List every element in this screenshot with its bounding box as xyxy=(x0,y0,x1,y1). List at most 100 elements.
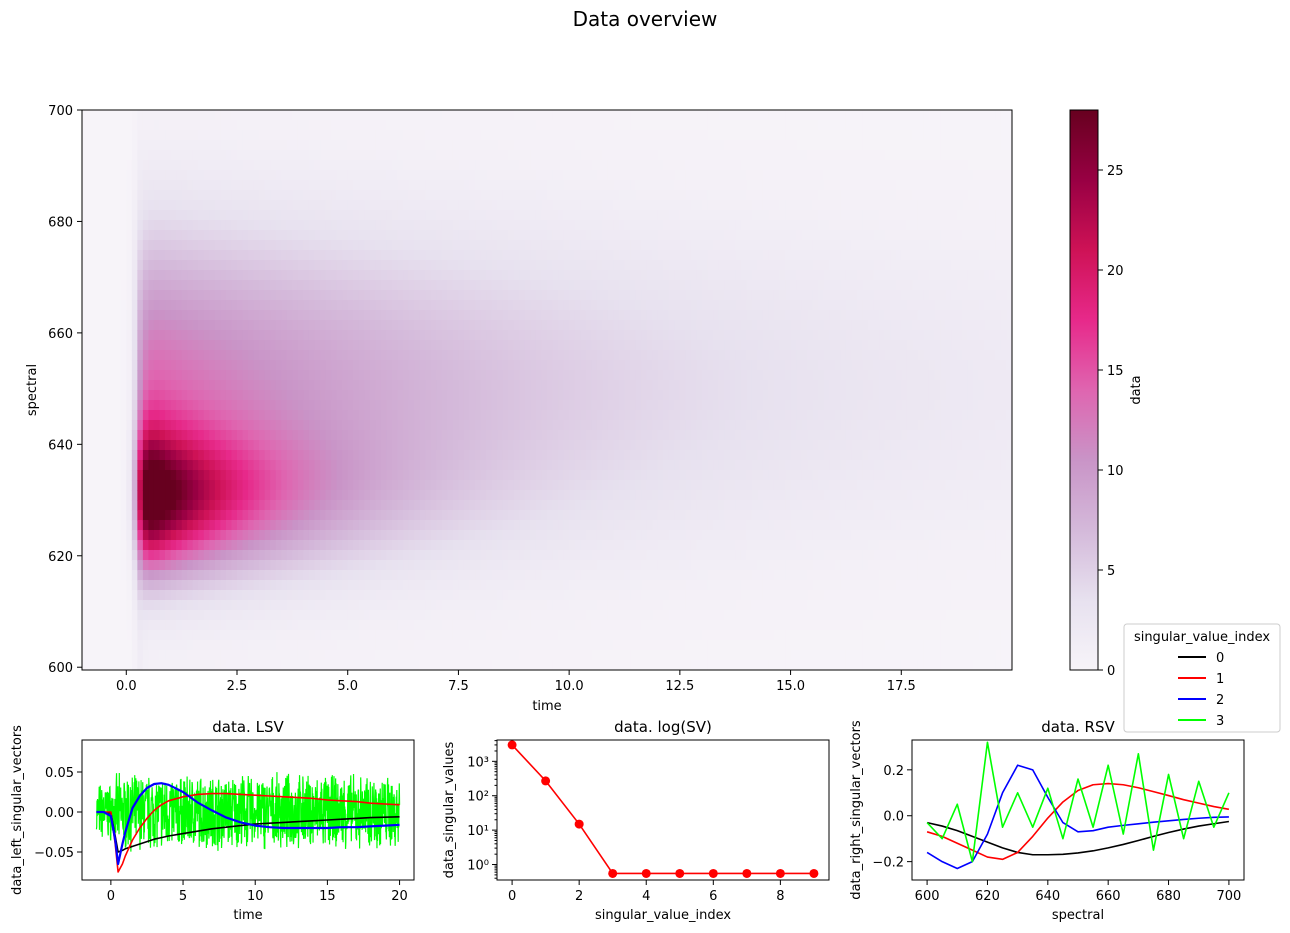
heatmap-cell xyxy=(148,320,155,331)
heatmap-cell xyxy=(530,250,537,261)
heatmap-cell xyxy=(475,120,482,131)
heatmap-cell xyxy=(358,230,365,241)
heatmap-cell xyxy=(170,220,177,231)
heatmap-cell xyxy=(436,130,443,141)
heatmap-cell xyxy=(198,140,205,151)
heatmap-cell xyxy=(176,530,183,541)
heatmap-cell xyxy=(181,210,188,221)
heatmap-cell xyxy=(153,570,161,581)
heatmap-cell xyxy=(259,390,266,401)
heatmap-cell xyxy=(480,280,487,291)
heatmap-cell xyxy=(93,440,100,451)
heatmap-cell xyxy=(159,200,166,211)
heatmap-cell xyxy=(314,110,321,121)
heatmap-cell xyxy=(231,400,238,411)
heatmap-cell xyxy=(142,120,150,131)
heatmap-cell xyxy=(281,160,288,171)
heatmap-cell xyxy=(563,390,570,401)
heatmap-cell xyxy=(237,660,244,670)
heatmap-cell xyxy=(486,130,493,141)
heatmap-cell xyxy=(225,620,233,631)
heatmap-cell xyxy=(331,190,338,201)
heatmap-cell xyxy=(441,610,448,621)
heatmap-cell xyxy=(126,570,133,581)
heatmap-cell xyxy=(469,650,476,661)
heatmap-cell xyxy=(541,280,548,291)
heatmap-cell xyxy=(308,520,316,531)
heatmap-cell xyxy=(192,390,199,401)
heatmap-cell xyxy=(192,620,199,631)
heatmap-cell xyxy=(563,360,570,371)
heatmap-cell xyxy=(364,310,371,321)
heatmap-cell xyxy=(109,130,116,141)
heatmap-cell xyxy=(148,200,155,211)
heatmap-cell xyxy=(109,450,116,461)
heatmap-cell xyxy=(541,130,548,141)
heatmap-cell xyxy=(242,310,249,321)
heatmap-cell xyxy=(292,180,299,191)
heatmap-cell xyxy=(264,620,271,631)
heatmap-cell xyxy=(558,200,565,211)
heatmap-cell xyxy=(148,630,155,641)
heatmap-cell xyxy=(242,260,249,271)
heatmap-cell xyxy=(297,340,305,351)
heatmap-cell xyxy=(225,110,233,121)
heatmap-cell xyxy=(259,430,266,441)
heatmap-cell xyxy=(131,310,138,321)
heatmap-cell xyxy=(508,290,515,301)
heatmap-cell xyxy=(187,150,194,161)
heatmap-cell xyxy=(137,190,144,201)
heatmap-cell xyxy=(153,540,161,551)
heatmap-cell xyxy=(331,330,338,341)
heatmap-cell xyxy=(358,280,365,291)
heatmap-cell xyxy=(552,150,559,161)
heatmap-cell xyxy=(563,580,570,591)
heatmap-cell xyxy=(475,630,482,641)
heatmap-cell xyxy=(486,170,493,181)
heatmap-cell xyxy=(569,270,576,281)
heatmap-cell xyxy=(452,550,460,561)
heatmap-cell xyxy=(403,270,410,281)
heatmap-cell xyxy=(519,370,526,381)
heatmap-cell xyxy=(308,190,316,201)
heatmap-cell xyxy=(231,270,238,281)
heatmap-cell xyxy=(142,110,150,121)
heatmap-cell xyxy=(475,510,482,521)
heatmap-cell xyxy=(347,410,354,421)
heatmap-cell xyxy=(297,110,305,121)
heatmap-cell xyxy=(176,560,183,571)
heatmap-cell xyxy=(242,340,249,351)
heatmap-cell xyxy=(198,400,205,411)
heatmap-cell xyxy=(558,300,565,311)
heatmap-cell xyxy=(380,500,388,511)
heatmap-cell xyxy=(408,420,415,431)
heatmap-cell xyxy=(347,190,354,201)
heatmap-cell xyxy=(369,600,376,611)
heatmap-cell xyxy=(181,650,188,661)
heatmap-cell xyxy=(458,410,465,421)
heatmap-cell xyxy=(259,500,266,511)
heatmap-cell xyxy=(447,330,454,341)
heatmap-cell xyxy=(497,270,504,281)
heatmap-cell xyxy=(148,470,155,481)
heatmap-cell xyxy=(452,430,460,441)
heatmap-cell xyxy=(558,330,565,341)
heatmap-cell xyxy=(380,240,388,251)
heatmap-cell xyxy=(408,590,415,601)
heatmap-cell xyxy=(558,110,565,121)
heatmap-cell xyxy=(82,610,89,621)
heatmap-cell xyxy=(342,570,349,581)
heatmap-cell xyxy=(414,130,421,141)
heatmap-cell xyxy=(541,290,548,301)
heatmap-cell xyxy=(165,150,172,161)
heatmap-cell xyxy=(397,160,404,171)
heatmap-cell xyxy=(198,340,205,351)
heatmap-cell xyxy=(547,530,554,541)
heatmap-cell xyxy=(120,180,127,191)
heatmap-cell xyxy=(181,570,188,581)
heatmap-cell xyxy=(126,260,133,271)
heatmap-cell xyxy=(430,170,437,181)
heatmap-cell xyxy=(419,110,426,121)
heatmap-cell xyxy=(469,300,476,311)
heatmap-cell xyxy=(408,630,415,641)
